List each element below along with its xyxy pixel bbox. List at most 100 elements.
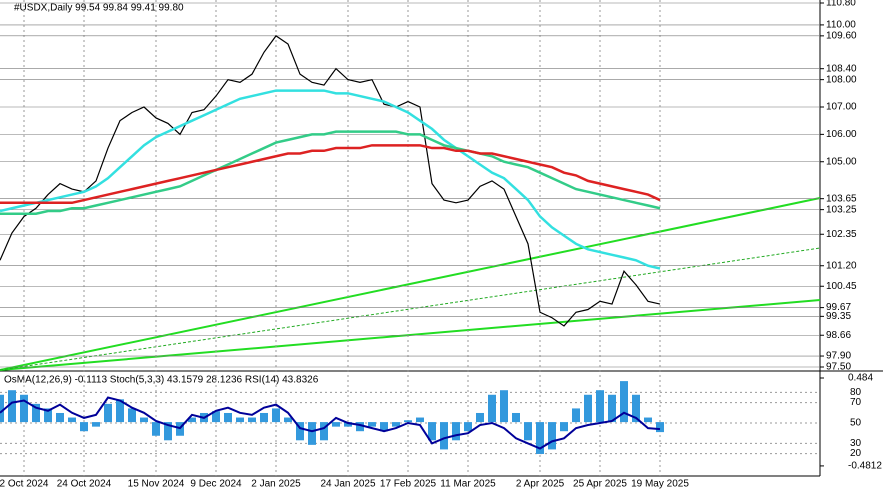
y-tick-label: 99.35: [826, 311, 851, 322]
osma-bar: [8, 390, 16, 423]
osma-bar: [236, 417, 244, 423]
osma-bar: [644, 417, 652, 423]
y2-tick-label: 0.484: [848, 373, 873, 384]
osma-bar: [92, 422, 100, 427]
trend-line: [0, 197, 821, 371]
osma-bar: [80, 422, 88, 432]
osma-bar: [500, 390, 508, 423]
osma-bar: [56, 412, 64, 423]
osma-bar: [512, 412, 520, 423]
osma-bar: [308, 422, 316, 445]
osma-bar: [620, 381, 628, 423]
x-tick-label: 2 Oct 2024: [0, 479, 49, 490]
x-tick-label: 15 Nov 2024: [128, 479, 185, 490]
osma-bar: [524, 422, 532, 441]
x-tick-label: 24 Oct 2024: [57, 479, 112, 490]
osma-bar: [464, 422, 472, 432]
moving-average: [0, 130, 661, 215]
osma-bar: [0, 394, 4, 423]
osma-bar: [404, 420, 412, 423]
osma-bar: [440, 422, 448, 450]
moving-average: [0, 89, 661, 270]
y-tick-label: 100.45: [826, 281, 857, 292]
osma-bar: [596, 390, 604, 423]
osma-bar: [104, 403, 112, 423]
chart-header: #USDX,Daily 99.54 99.84 99.41 99.80: [14, 3, 184, 14]
x-tick-label: 9 Dec 2024: [190, 479, 242, 490]
osma-bar: [212, 411, 220, 423]
osma-bar: [368, 422, 376, 427]
y-tick-label: 50: [850, 418, 862, 429]
y-tick-label: 99.67: [826, 302, 851, 313]
osma-bar: [572, 408, 580, 423]
osma-bar: [140, 417, 148, 423]
trend-line: [0, 247, 821, 371]
osma-bar: [164, 422, 172, 441]
y-tick-label: 97.90: [826, 351, 851, 362]
y-tick-label: 98.66: [826, 330, 851, 341]
y2-tick-label: -0.4812: [848, 461, 882, 472]
osma-bar: [344, 422, 352, 427]
osma-bar: [128, 408, 136, 423]
osma-bar: [560, 422, 568, 432]
osma-bar: [44, 408, 52, 423]
y-tick-label: 109.60: [826, 30, 857, 41]
y-tick-label: 108.00: [826, 74, 857, 85]
osma-bar: [224, 412, 232, 423]
osma-bar: [356, 422, 364, 432]
osma-bar: [536, 422, 544, 454]
osma-bar: [656, 422, 664, 433]
osma-bar: [32, 403, 40, 423]
osma-bar: [548, 422, 556, 450]
osma-bar: [188, 417, 196, 423]
y-tick-label: 80: [850, 387, 862, 398]
osma-bar: [392, 422, 400, 427]
y-tick-label: 70: [850, 397, 862, 408]
x-tick-label: 24 Jan 2025: [320, 479, 375, 490]
y-tick-label: 110.00: [826, 20, 856, 31]
y-tick-label: 97.50: [826, 362, 851, 373]
x-tick-label: 11 Mar 2025: [440, 479, 496, 490]
osma-bar: [476, 412, 484, 423]
osma-bar: [248, 417, 256, 423]
y-tick-label: 103.25: [826, 204, 857, 215]
moving-average: [0, 144, 661, 205]
osma-bar: [20, 394, 28, 423]
y-tick-label: 108.40: [826, 63, 857, 74]
y-tick-label: 20: [850, 448, 862, 459]
osma-bar: [284, 417, 292, 423]
y-tick-label: 105.00: [826, 156, 857, 167]
x-tick-label: 2 Apr 2025: [516, 479, 565, 490]
osma-bar: [272, 408, 280, 423]
osma-bar: [584, 394, 592, 423]
price-line: [0, 35, 661, 327]
osma-bar: [452, 422, 460, 441]
y-tick-label: 110.80: [826, 0, 856, 9]
osma-bar: [296, 422, 304, 441]
y-tick-label: 103.65: [826, 193, 857, 204]
x-tick-label: 17 Feb 2025: [380, 479, 437, 490]
osma-bar: [632, 394, 640, 423]
y-tick-label: 107.00: [826, 102, 857, 113]
y-tick-label: 101.20: [826, 260, 857, 271]
osma-bar: [152, 422, 160, 436]
y-tick-label: 102.35: [826, 229, 857, 240]
y-tick-label: 30: [850, 438, 862, 449]
x-tick-label: 19 May 2025: [631, 479, 689, 490]
osma-bar: [332, 422, 340, 427]
osma-bar: [416, 417, 424, 423]
y-tick-label: 106.00: [826, 129, 857, 140]
osma-bar: [116, 399, 124, 423]
indicator-header: OsMA(12,26,9) -0.1113 Stoch(5,3,3) 43.15…: [4, 375, 319, 386]
osma-bar: [380, 422, 388, 432]
x-tick-label: 2 Jan 2025: [251, 479, 301, 490]
osma-bar: [608, 394, 616, 423]
x-tick-label: 25 Apr 2025: [573, 479, 627, 490]
osma-bar: [320, 422, 328, 441]
osma-bar: [260, 412, 268, 423]
osma-bar: [68, 417, 76, 423]
rsi-line: [0, 396, 661, 450]
osma-bar: [488, 394, 496, 423]
